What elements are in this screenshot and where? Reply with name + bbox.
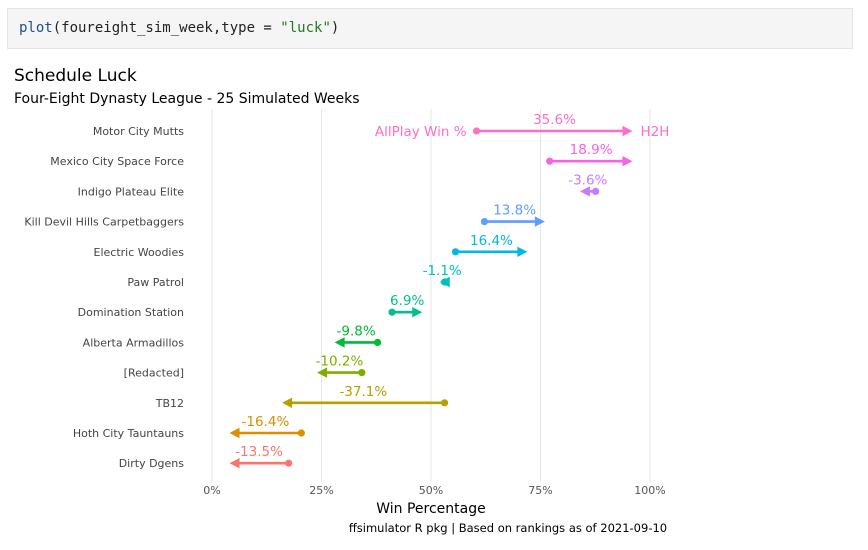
code-string: "luck" — [280, 20, 331, 36]
x-tick-label: 50% — [419, 484, 443, 497]
x-tick-label: 100% — [634, 484, 665, 497]
team-label: Kill Devil Hills Carpetbaggers — [24, 216, 184, 229]
team-label: Mexico City Space Force — [50, 155, 184, 168]
code-function: plot — [19, 20, 53, 36]
allplay-point — [285, 459, 293, 467]
x-tick-label: 0% — [203, 484, 220, 497]
allplay-point — [373, 338, 382, 346]
allplay-annotation: AllPlay Win % — [375, 124, 467, 140]
team-label: Paw Patrol — [127, 276, 184, 289]
allplay-point — [388, 308, 396, 316]
team-label: [Redacted] — [124, 367, 184, 380]
diff-label: 6.9% — [390, 293, 424, 309]
allplay-point — [592, 187, 600, 195]
code-line: plot(foureight_sim_week,type = "luck") — [19, 20, 339, 36]
h2h-arrowhead — [229, 458, 240, 469]
allplay-point — [480, 218, 489, 226]
team-label: Indigo Plateau Elite — [78, 185, 185, 198]
schedule-luck-chart: Schedule Luck Four-Eight Dynasty League … — [14, 66, 669, 535]
chart-title: Schedule Luck — [14, 66, 137, 86]
h2h-arrowhead — [622, 156, 633, 167]
h2h-arrowhead — [622, 125, 633, 137]
diff-label: 16.4% — [470, 233, 513, 249]
h2h-arrowhead — [517, 246, 528, 257]
chart-output: Schedule Luck Four-Eight Dynasty League … — [0, 56, 868, 550]
h2h-annotation: H2H — [640, 124, 669, 140]
diff-label: -9.8% — [337, 323, 376, 339]
allplay-point — [546, 157, 554, 165]
chart-subtitle: Four-Eight Dynasty League - 25 Simulated… — [14, 91, 360, 107]
diff-label: -37.1% — [339, 384, 387, 400]
h2h-arrowhead — [412, 307, 423, 318]
y-axis-labels: Motor City Mutts Mexico City Space Force I… — [24, 125, 184, 470]
allplay-point — [472, 127, 481, 135]
chart-caption: ffsimulator R pkg | Based on rankings as… — [349, 521, 667, 535]
team-label: Dirty Dgens — [119, 457, 185, 470]
x-tick-label: 25% — [309, 484, 333, 497]
code-close: ) — [330, 20, 340, 36]
grid-lines — [211, 109, 651, 482]
diff-label: 13.8% — [493, 203, 536, 219]
h2h-arrowhead — [317, 367, 328, 378]
team-label: Electric Woodies — [94, 246, 185, 259]
h2h-arrowhead — [282, 397, 293, 408]
x-axis-title: Win Percentage — [376, 501, 486, 517]
h2h-arrowhead — [334, 337, 345, 348]
team-label: Alberta Armadillos — [83, 336, 185, 349]
allplay-point — [297, 429, 305, 437]
diff-label: -10.2% — [316, 354, 364, 370]
code-cell[interactable]: plot(foureight_sim_week,type = "luck") — [7, 8, 853, 49]
h2h-arrowhead — [579, 186, 590, 197]
allplay-point — [440, 278, 449, 286]
diff-label: -13.5% — [235, 444, 283, 460]
diff-label: -3.6% — [568, 172, 607, 188]
h2h-arrowhead — [229, 427, 240, 439]
diff-label: 18.9% — [570, 142, 613, 158]
code-args: (foureight_sim_week,type = — [52, 20, 281, 36]
diff-label: -1.1% — [423, 263, 462, 279]
allplay-point — [451, 248, 460, 256]
team-label: Motor City Mutts — [93, 125, 184, 138]
diff-label: 35.6% — [533, 112, 576, 128]
team-label: Domination Station — [78, 306, 184, 319]
allplay-point — [358, 369, 366, 377]
allplay-point — [440, 399, 449, 407]
x-axis-labels: 0% 25% 50% 75% 100% — [203, 484, 665, 497]
team-label: TB12 — [155, 397, 184, 410]
x-tick-label: 75% — [528, 484, 552, 497]
h2h-arrowhead — [534, 216, 545, 227]
diff-label: -16.4% — [242, 414, 290, 430]
dumbbell-marks: 35.6% AllPlay Win % H2H 18.9% -3.6% 13.8% 16.4… — [229, 112, 669, 469]
team-label: Hoth City Tauntauns — [73, 427, 184, 440]
